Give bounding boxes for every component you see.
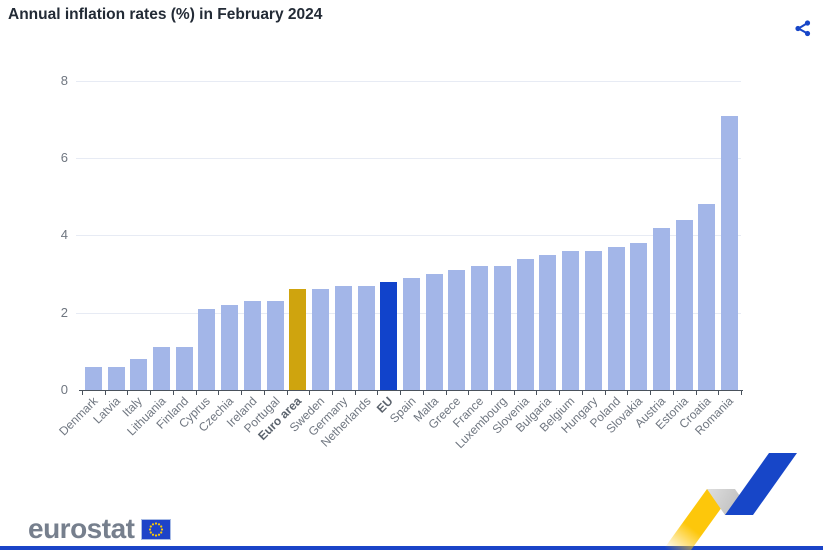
- x-axis-tick: [468, 391, 469, 395]
- share-button[interactable]: [794, 19, 812, 37]
- zigzag-ribbon-decoration: [655, 445, 815, 550]
- x-axis-tick: [650, 391, 651, 395]
- bar-austria[interactable]: [653, 228, 670, 390]
- bar-germany[interactable]: [335, 286, 352, 390]
- bar-czechia[interactable]: [221, 305, 238, 390]
- bar-portugal[interactable]: [267, 301, 284, 390]
- x-axis-tick: [241, 391, 242, 395]
- bar-croatia[interactable]: [698, 204, 715, 390]
- y-axis-label-4: 4: [60, 227, 68, 242]
- bar-eu[interactable]: [380, 282, 397, 390]
- y-axis-label-2: 2: [60, 305, 68, 320]
- bar-france[interactable]: [471, 266, 488, 390]
- x-axis-tick: [150, 391, 151, 395]
- gridline-y-4: [76, 235, 741, 236]
- bar-lithuania[interactable]: [153, 347, 170, 390]
- gridline-y-8: [76, 81, 741, 82]
- bar-malta[interactable]: [426, 274, 443, 390]
- bar-sweden[interactable]: [312, 289, 329, 390]
- x-axis-tick: [696, 391, 697, 395]
- eurostat-logo-text: eurostat: [28, 513, 135, 544]
- x-axis-tick: [309, 391, 310, 395]
- bar-netherlands[interactable]: [358, 286, 375, 390]
- bar-luxembourg[interactable]: [494, 266, 511, 390]
- bar-spain[interactable]: [403, 278, 420, 390]
- bar-poland[interactable]: [608, 247, 625, 390]
- bar-cyprus[interactable]: [198, 309, 215, 390]
- x-axis-tick: [82, 391, 83, 395]
- y-axis-label-8: 8: [60, 73, 68, 88]
- x-axis-tick: [491, 391, 492, 395]
- bar-slovakia[interactable]: [630, 243, 647, 390]
- x-axis-tick: [536, 391, 537, 395]
- eu-flag-stars: [149, 521, 164, 537]
- bar-ireland[interactable]: [244, 301, 261, 390]
- x-axis-tick: [377, 391, 378, 395]
- bar-belgium[interactable]: [562, 251, 579, 390]
- x-axis-tick: [718, 391, 719, 395]
- bar-bulgaria[interactable]: [539, 255, 556, 390]
- x-axis-tick: [127, 391, 128, 395]
- x-axis-tick: [605, 391, 606, 395]
- bar-slovenia[interactable]: [517, 259, 534, 390]
- x-axis-tick: [355, 391, 356, 395]
- x-axis-tick: [582, 391, 583, 395]
- bar-finland[interactable]: [176, 347, 193, 390]
- x-axis-tick: [218, 391, 219, 395]
- x-axis-tick: [173, 391, 174, 395]
- x-axis-tick: [264, 391, 265, 395]
- y-axis-label-6: 6: [60, 150, 68, 165]
- bar-italy[interactable]: [130, 359, 147, 390]
- x-axis-tick: [287, 391, 288, 395]
- ribbon-yellow-segment: [663, 489, 735, 550]
- x-axis-tick: [741, 391, 742, 395]
- share-icon: [795, 20, 811, 37]
- x-axis-tick: [196, 391, 197, 395]
- bar-estonia[interactable]: [676, 220, 693, 390]
- x-axis-line: [79, 390, 743, 391]
- bar-euro-area[interactable]: [289, 289, 306, 390]
- eu-flag-icon: [141, 518, 172, 540]
- x-axis-tick: [446, 391, 447, 395]
- bar-hungary[interactable]: [585, 251, 602, 390]
- x-axis-tick: [400, 391, 401, 395]
- x-axis-tick: [514, 391, 515, 395]
- bar-denmark[interactable]: [85, 367, 102, 390]
- x-axis-tick: [627, 391, 628, 395]
- x-axis-tick: [673, 391, 674, 395]
- bar-romania[interactable]: [721, 116, 738, 390]
- bar-latvia[interactable]: [108, 367, 125, 390]
- gridline-y-6: [76, 158, 741, 159]
- ribbon-blue-segment: [725, 453, 797, 515]
- x-axis-tick: [559, 391, 560, 395]
- bottom-brand-strip: [0, 546, 823, 550]
- x-axis-tick: [423, 391, 424, 395]
- x-axis-tick: [105, 391, 106, 395]
- y-axis-label-0: 0: [60, 382, 68, 397]
- chart-title: Annual inflation rates (%) in February 2…: [8, 6, 323, 23]
- x-axis-tick: [332, 391, 333, 395]
- bar-greece[interactable]: [448, 270, 465, 390]
- eurostat-logo: eurostat: [28, 513, 172, 544]
